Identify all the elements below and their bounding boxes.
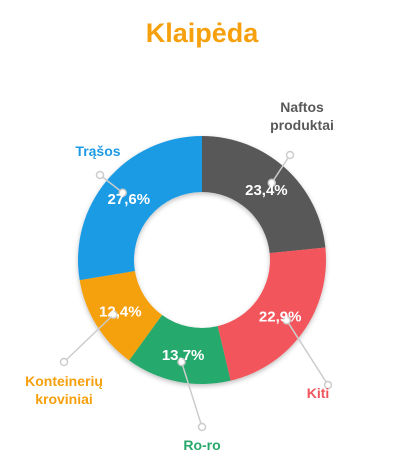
leader-dot-outer-1 <box>323 380 333 390</box>
slice-0 <box>202 136 326 254</box>
slice-2 <box>129 315 231 385</box>
category-label-0: Naftos produktai <box>270 99 334 133</box>
leader-line-2 <box>180 361 203 428</box>
leader-line-4 <box>99 174 124 194</box>
chart-title: Klaipėda <box>146 18 260 48</box>
slice-4 <box>77 136 202 281</box>
leader-dot-inner-4 <box>118 188 127 197</box>
leader-line-3 <box>63 314 115 363</box>
slice-1 <box>217 247 326 381</box>
leader-line-0 <box>271 154 291 184</box>
value-label-3: 12,4% <box>99 303 142 320</box>
category-label-2: Ro-ro <box>183 437 220 453</box>
slice-3 <box>79 271 163 361</box>
leader-dot-inner-2 <box>177 357 186 367</box>
value-label-2: 13,7% <box>162 347 205 364</box>
leader-line-1 <box>286 319 329 386</box>
category-label-4: Trąšos <box>75 143 120 159</box>
leader-dot-inner-3 <box>109 310 118 319</box>
leader-dot-outer-0 <box>285 150 295 160</box>
category-label-1: Kiti <box>307 385 330 401</box>
leader-dot-outer-4 <box>95 170 105 180</box>
leader-dot-inner-0 <box>267 178 277 188</box>
value-label-4: 27,6% <box>108 191 151 208</box>
leader-dot-outer-2 <box>197 422 207 432</box>
value-label-0: 23,4% <box>245 182 288 199</box>
value-label-1: 22,9% <box>259 309 302 326</box>
leader-dot-inner-1 <box>282 316 291 325</box>
leader-dot-outer-3 <box>59 357 69 367</box>
category-label-3: Konteinerių kroviniai <box>25 373 103 407</box>
